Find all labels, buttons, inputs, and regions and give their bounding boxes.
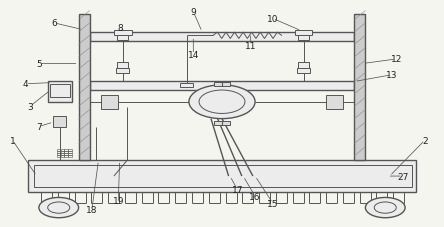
Bar [48,82,72,102]
Bar [298,63,309,69]
Bar [64,155,68,157]
Bar [117,63,128,69]
Bar [53,117,66,127]
Bar [28,160,416,192]
Bar [214,82,230,87]
Bar [56,155,60,157]
Text: 2: 2 [422,136,428,145]
Bar [90,33,354,42]
Bar [214,121,230,126]
Text: 12: 12 [391,55,402,64]
Bar [101,95,118,109]
Bar [298,36,309,41]
Bar [116,69,129,74]
Bar [60,149,64,151]
Bar [56,149,60,151]
Text: 18: 18 [86,205,98,214]
Bar [35,165,412,188]
Bar [295,31,313,36]
Bar [90,82,354,91]
Text: 17: 17 [232,185,243,194]
Text: 9: 9 [190,8,196,17]
Bar [60,155,64,157]
Bar [354,15,365,160]
Text: 13: 13 [386,71,398,80]
Bar [326,95,343,109]
Bar [56,151,60,153]
Bar [56,153,60,155]
Bar [60,153,64,155]
Bar [64,151,68,153]
Text: 6: 6 [52,19,57,28]
Bar [60,151,64,153]
Text: 27: 27 [397,172,408,181]
Text: 15: 15 [267,199,278,208]
Bar [297,69,310,74]
Text: 16: 16 [250,192,261,201]
Text: 1: 1 [9,136,15,145]
Bar [50,84,70,98]
Bar [79,15,90,160]
Bar [68,153,72,155]
Bar [68,149,72,151]
Bar [68,155,72,157]
Circle shape [365,197,405,218]
Bar [114,31,131,36]
Text: 10: 10 [267,15,278,24]
Text: 19: 19 [113,197,124,205]
Text: 8: 8 [118,24,123,33]
Circle shape [189,86,255,119]
Text: 7: 7 [36,123,42,131]
Text: 4: 4 [23,80,28,89]
Text: 5: 5 [36,60,42,69]
Bar [68,151,72,153]
Bar [64,153,68,155]
Text: 14: 14 [188,51,199,60]
Circle shape [39,197,79,218]
Bar [64,149,68,151]
Bar [180,83,193,88]
Text: 3: 3 [27,102,33,111]
Bar [117,36,128,41]
Text: 11: 11 [245,42,257,51]
